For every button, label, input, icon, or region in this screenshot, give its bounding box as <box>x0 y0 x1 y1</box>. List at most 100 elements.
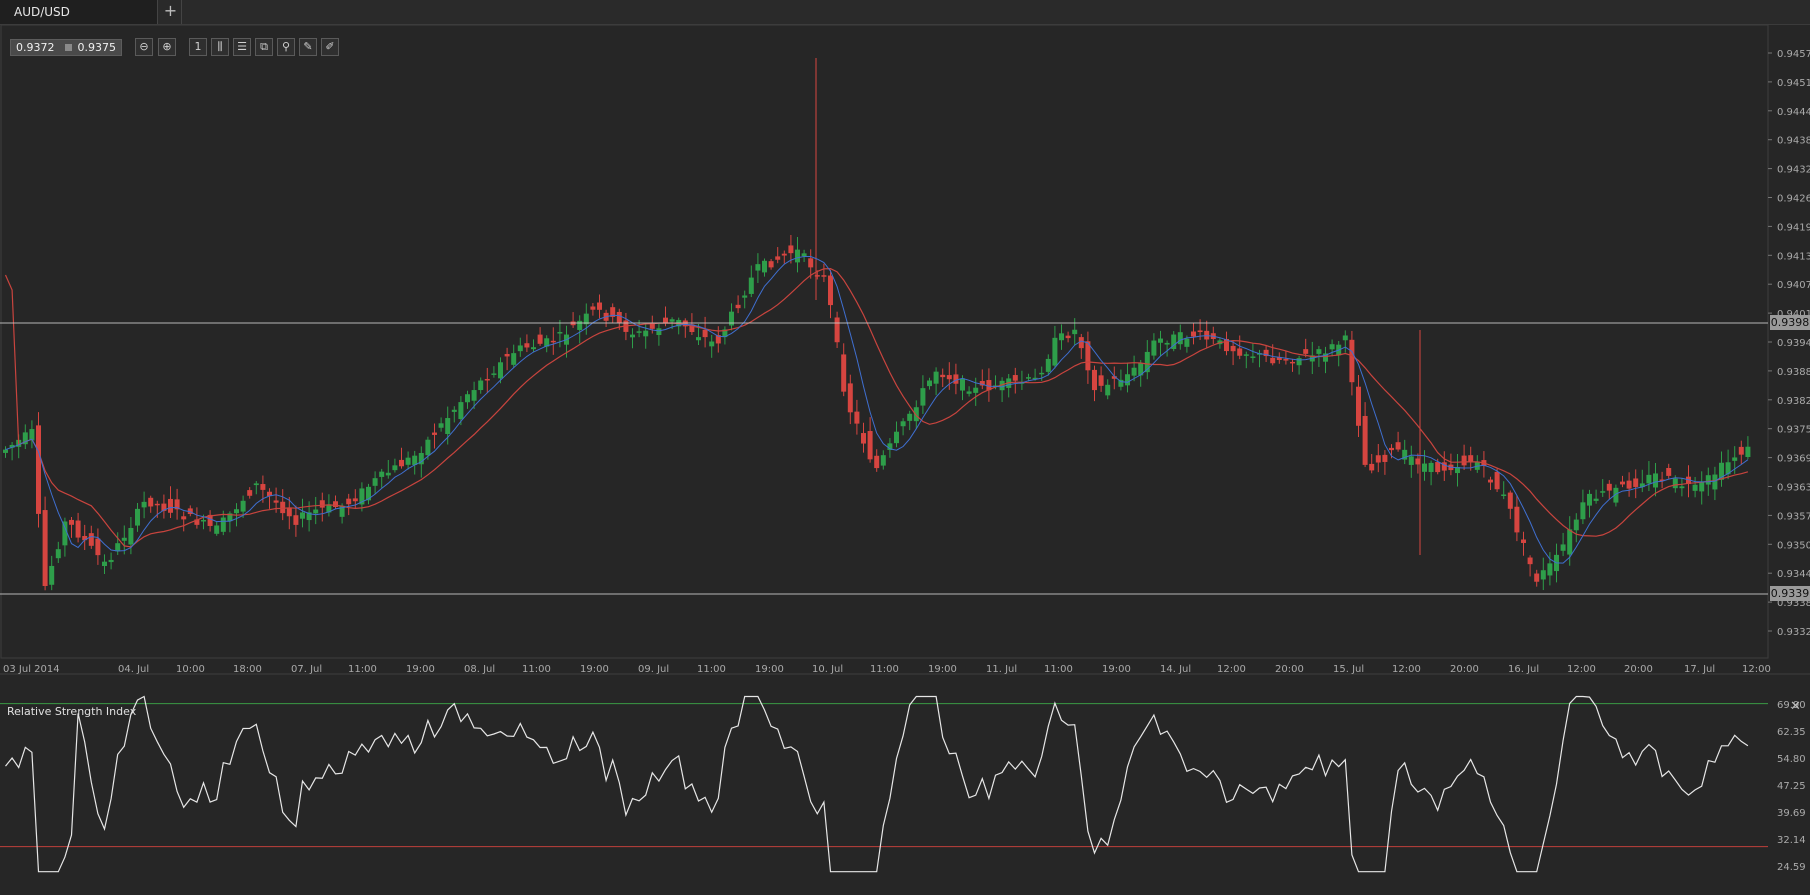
candle <box>55 541 61 563</box>
candle <box>451 406 457 423</box>
time-axis-label: 11. Jul <box>986 664 1017 675</box>
candle <box>537 327 543 346</box>
candle <box>1653 463 1658 497</box>
candle <box>478 377 484 394</box>
candle <box>867 417 873 463</box>
candle <box>940 368 946 388</box>
close-icon[interactable]: ✕ <box>1790 699 1801 714</box>
candle <box>610 303 616 323</box>
tab-aud-usd[interactable]: AUD/USD <box>0 0 158 24</box>
candle <box>1494 468 1500 493</box>
price-axis: 0.9457 0.9451 0.9444 0.9438 0.9432 0.9426 0.94… <box>1768 49 1810 638</box>
candle <box>616 308 622 330</box>
candle <box>214 521 220 536</box>
time-axis-label: 07. Jul <box>291 664 322 675</box>
time-axis-label: 09. Jul <box>638 664 669 675</box>
candle <box>960 375 965 401</box>
candle <box>491 366 497 378</box>
time-axis-label: 20:00 <box>1450 664 1479 675</box>
candle <box>682 318 688 338</box>
price-axis-label: 0.9451 <box>1777 78 1810 89</box>
candle <box>1415 453 1421 474</box>
draw-icon[interactable]: ✐ <box>321 38 339 56</box>
candle <box>1349 330 1355 396</box>
price-axis-label: 0.9444 <box>1777 107 1810 118</box>
price-axis-label: 0.9363 <box>1777 483 1810 494</box>
chart-canvas[interactable]: 0.9457 0.9451 0.9444 0.9438 0.9432 0.9426 0.94… <box>0 24 1810 895</box>
price-axis-label: 0.9332 <box>1777 627 1810 638</box>
candle <box>366 483 371 505</box>
time-axis-label: 19:00 <box>406 664 435 675</box>
candle <box>1356 375 1361 437</box>
candle <box>795 237 800 273</box>
level-badge-lower: 0.9339 <box>1770 586 1810 601</box>
candle <box>821 263 827 283</box>
candle <box>524 334 530 353</box>
candle <box>1666 463 1672 479</box>
candle <box>894 421 899 448</box>
candle <box>445 406 451 445</box>
candle <box>1118 369 1124 391</box>
candle <box>550 327 556 355</box>
candle <box>583 303 589 335</box>
candle <box>154 500 160 518</box>
candle <box>808 249 814 279</box>
ask-price: 0.9375 <box>77 41 117 54</box>
candle <box>709 334 715 358</box>
indicators-icon[interactable]: ☰ <box>233 38 251 56</box>
candle <box>1210 326 1216 345</box>
chart-area[interactable]: 0.9457 0.9451 0.9444 0.9438 0.9432 0.9426 0.94… <box>0 24 1810 895</box>
candle <box>1639 469 1645 493</box>
candle <box>1019 370 1025 390</box>
candle <box>1560 532 1566 557</box>
candle <box>1547 552 1553 586</box>
horizontal-levels <box>0 322 1768 595</box>
tab-label: AUD/USD <box>14 5 70 19</box>
candle <box>1659 471 1665 489</box>
candle <box>240 495 246 518</box>
export-icon[interactable]: ⧉ <box>255 38 273 56</box>
rsi-axis-label: 32.14 <box>1777 835 1806 846</box>
candle <box>748 265 754 298</box>
candle <box>702 316 708 348</box>
candle <box>1177 324 1183 350</box>
candle <box>135 503 140 532</box>
candle <box>1105 379 1111 400</box>
candle <box>1633 469 1639 499</box>
link-icon[interactable]: ⚲ <box>277 38 295 56</box>
candle <box>1626 472 1632 497</box>
chart-type-icon[interactable]: ⫼ <box>211 38 229 56</box>
slow-moving-average-line <box>4 267 1749 548</box>
candle <box>379 468 385 488</box>
candle <box>29 420 35 449</box>
quote-box[interactable]: 0.9372 0.9375 <box>10 39 122 56</box>
candle <box>102 554 107 574</box>
zoom-out-icon[interactable]: ⊖ <box>135 38 153 56</box>
candle <box>1580 489 1586 525</box>
candle <box>1448 453 1454 476</box>
time-axis-label: 15. Jul <box>1333 664 1364 675</box>
candle <box>1052 325 1058 369</box>
period-icon[interactable]: 1 <box>189 38 207 56</box>
zoom-in-icon[interactable]: ⊕ <box>158 38 176 56</box>
candle <box>841 343 847 397</box>
rsi-axis-label: 39.69 <box>1777 808 1806 819</box>
candle <box>1692 476 1698 498</box>
candle <box>187 505 193 517</box>
candle <box>735 295 741 314</box>
candle <box>986 368 992 402</box>
candle <box>300 498 305 528</box>
candle <box>484 367 490 394</box>
candle <box>1738 440 1744 465</box>
price-axis-label: 0.9401 <box>1777 309 1810 320</box>
candle <box>1428 460 1434 486</box>
candle <box>999 377 1005 403</box>
add-tab-button[interactable]: + <box>160 0 182 24</box>
candle <box>1329 339 1335 357</box>
quote-separator-icon <box>65 44 72 51</box>
candle <box>577 315 583 344</box>
candle <box>3 446 8 458</box>
candle <box>781 250 787 264</box>
edit-icon[interactable]: ✎ <box>299 38 317 56</box>
candle <box>1059 324 1064 350</box>
